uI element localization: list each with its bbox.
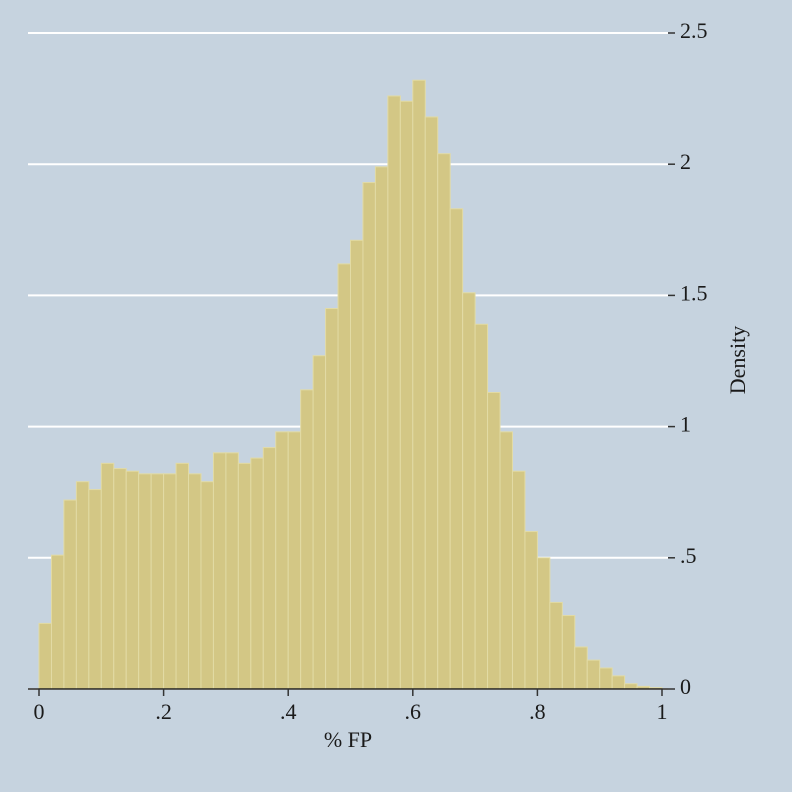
bar [150,473,165,690]
bar [312,355,327,690]
bar [188,473,202,690]
x-tick-label: 0 [34,699,45,724]
y-tick-label: 1 [680,412,691,437]
bar [237,462,252,690]
bar [262,447,277,690]
bar [399,100,414,690]
bar [300,389,314,690]
bar [225,452,239,690]
x-tick-label: .8 [529,699,546,724]
x-tick-label: .6 [405,699,422,724]
bar [487,391,501,690]
bar [511,470,526,690]
y-tick-label: .5 [680,543,697,568]
y-tick-label: 2.5 [680,18,708,43]
bar [424,116,439,690]
bar [250,457,264,690]
x-tick-label: 1 [657,699,668,724]
bar [474,323,489,690]
bar [337,263,352,690]
bar [536,557,551,690]
y-tick-label: 2 [680,149,691,174]
bar [138,473,152,690]
bar [63,499,77,690]
y-tick-label: 1.5 [680,280,708,305]
bar [275,431,289,690]
bar [549,601,563,690]
y-tick-label: 0 [680,674,691,699]
bar [287,431,302,690]
x-tick-label: .4 [280,699,297,724]
bar [75,481,90,690]
bar [374,166,389,690]
bar [362,182,376,690]
bar [624,683,638,690]
bar [100,462,115,690]
bar [561,615,576,690]
y-axis-label: Density [725,326,750,394]
bar [50,554,65,690]
bar [449,208,464,690]
bar [387,95,401,690]
bar [350,239,364,690]
bar [163,473,177,690]
bar [113,468,127,690]
bar [437,153,451,690]
bar [175,462,190,690]
bar [599,667,613,690]
bar [499,431,513,690]
bar [212,452,227,690]
bar [462,292,476,690]
bar [88,489,102,690]
x-axis-label: % FP [324,727,372,752]
bar [586,659,601,690]
bar [611,675,626,690]
bar [325,308,339,690]
x-tick-label: .2 [155,699,172,724]
bar [524,531,538,690]
bar [574,646,588,690]
bar [38,622,52,690]
bar [125,470,140,690]
bar [412,79,426,690]
bar [200,481,214,690]
